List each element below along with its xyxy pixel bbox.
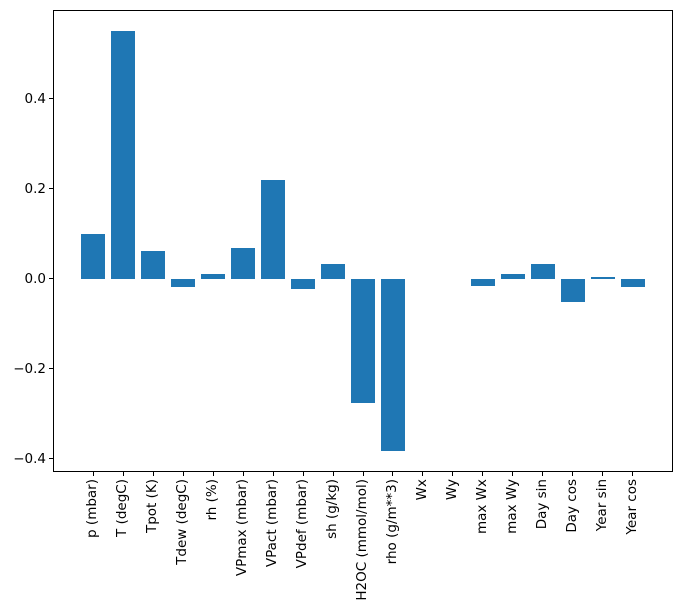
bar [261, 180, 286, 279]
y-tick-label: 0.0 [24, 270, 46, 287]
y-tick-label: 0.4 [24, 90, 46, 107]
x-axis-tick [122, 472, 124, 476]
x-axis-tick [572, 472, 574, 476]
y-axis-tick [49, 188, 53, 190]
bar [590, 277, 615, 279]
x-tick-label: max Wx [473, 479, 490, 535]
x-axis-tick [332, 472, 334, 476]
bar [201, 273, 226, 279]
x-tick-label: Wy [443, 479, 460, 501]
x-tick-label: sh (g/kg) [324, 479, 341, 539]
y-axis-tick [49, 368, 53, 370]
y-axis-tick [49, 458, 53, 459]
x-axis-tick [182, 472, 184, 476]
bar [231, 247, 256, 279]
bar [470, 278, 495, 286]
x-tick-label: rho (g/m**3) [383, 479, 400, 565]
x-tick-label: rh (%) [204, 479, 221, 521]
bar [81, 234, 106, 279]
x-axis-tick [482, 472, 484, 476]
x-axis-tick [152, 472, 154, 476]
y-axis-tick [49, 278, 53, 280]
x-axis-tick [602, 472, 604, 476]
bar [560, 278, 585, 303]
x-tick-label: Tpot (K) [144, 479, 161, 534]
bar [530, 263, 555, 279]
x-tick-label: max Wy [503, 479, 520, 534]
x-axis-tick [242, 472, 244, 476]
bar [291, 278, 316, 290]
x-axis-tick [92, 472, 94, 476]
x-tick-label: Day sin [533, 479, 550, 530]
x-tick-label: Tdew (degC) [174, 479, 191, 565]
y-tick-label: −0.4 [13, 450, 46, 467]
y-tick-label: −0.2 [13, 360, 46, 377]
bar [321, 263, 345, 279]
bar [620, 278, 645, 287]
x-tick-label: Year sin [593, 479, 610, 532]
x-tick-label: VPdef (mbar) [294, 479, 311, 569]
x-axis-tick [362, 472, 364, 476]
x-axis-tick [392, 472, 394, 476]
plot-area [53, 10, 673, 472]
x-tick-label: T (degC) [114, 479, 131, 537]
x-tick-label: VPact (mbar) [264, 479, 281, 568]
bar [380, 278, 405, 451]
y-tick-label: 0.2 [24, 180, 46, 197]
bar [500, 273, 525, 279]
x-axis-tick [422, 472, 424, 476]
x-tick-label: Year cos [623, 479, 640, 535]
bar [351, 278, 375, 403]
bar [171, 278, 196, 287]
x-axis-tick [512, 472, 514, 476]
x-tick-label: p (mbar) [84, 479, 101, 538]
bar [111, 31, 136, 279]
x-tick-label: Day cos [563, 479, 580, 533]
x-tick-label: Wx [413, 479, 430, 501]
x-tick-label: VPmax (mbar) [234, 479, 251, 577]
x-tick-label: H2OC (mmol/mol) [354, 479, 370, 601]
x-axis-tick [542, 472, 544, 476]
x-axis-tick [302, 472, 304, 476]
x-axis-tick [452, 472, 454, 476]
y-axis-tick [49, 98, 53, 100]
bar [141, 250, 166, 279]
x-axis-tick [272, 472, 274, 476]
x-axis-tick [632, 472, 634, 476]
x-axis-tick [212, 472, 214, 476]
